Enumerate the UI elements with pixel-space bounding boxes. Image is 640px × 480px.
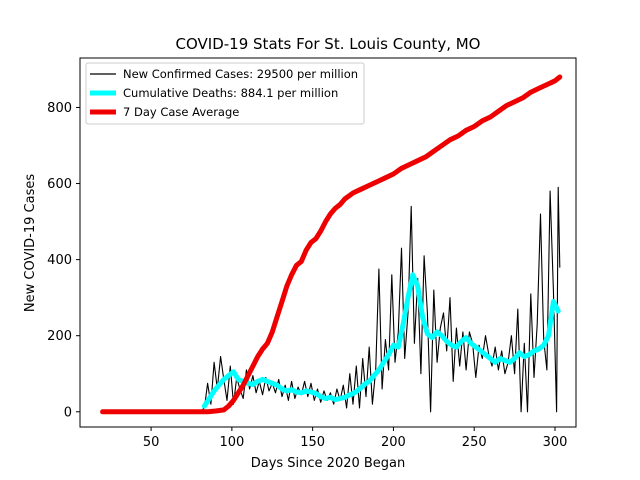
y-tick-label: 800 — [47, 101, 72, 116]
y-tick-label: 600 — [47, 177, 72, 192]
legend-label-new-cases: New Confirmed Cases: 29500 per million — [123, 67, 358, 81]
chart-title: COVID-19 Stats For St. Louis County, MO — [176, 35, 481, 53]
legend-label-7-day-average: 7 Day Case Average — [123, 105, 239, 119]
legend: New Confirmed Cases: 29500 per million C… — [85, 62, 365, 125]
x-tick-label: 200 — [381, 435, 406, 450]
legend-box — [85, 62, 365, 125]
x-axis-label: Days Since 2020 Began — [251, 456, 406, 471]
x-axis: 50 100 150 200 250 300 — [143, 427, 568, 450]
legend-label-cumulative-deaths: Cumulative Deaths: 884.1 per million — [123, 86, 338, 100]
y-tick-label: 0 — [64, 405, 72, 420]
series-line-cumulative-deaths — [201, 272, 561, 409]
x-tick-label: 150 — [300, 435, 325, 450]
axes-frame — [79, 57, 577, 428]
x-tick-label: 300 — [543, 435, 568, 450]
series-line-7-day-average — [100, 74, 563, 415]
y-axis: 0 200 400 600 800 — [47, 101, 80, 420]
y-tick-label: 400 — [47, 253, 72, 268]
x-tick-label: 100 — [219, 435, 244, 450]
x-tick-label: 50 — [143, 435, 160, 450]
y-axis-label: New COVID-19 Cases — [23, 174, 38, 312]
y-tick-label: 200 — [47, 329, 72, 344]
x-tick-label: 250 — [462, 435, 487, 450]
series-line-new-cases — [199, 186, 561, 413]
plot-area — [100, 74, 563, 415]
